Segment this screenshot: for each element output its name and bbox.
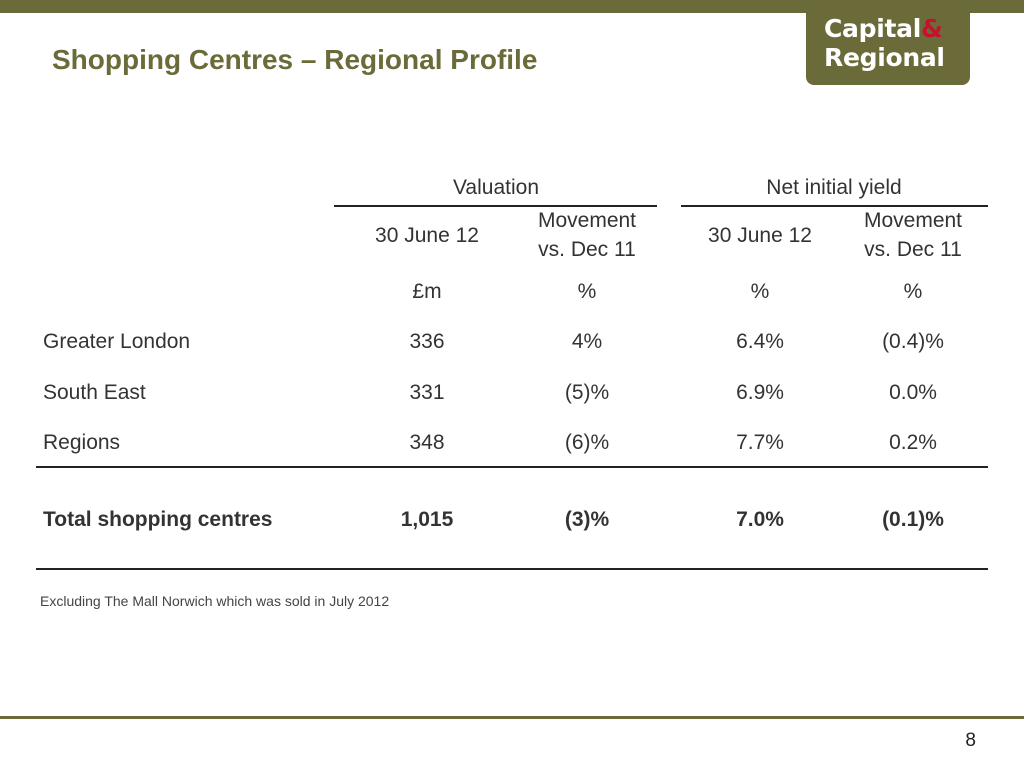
row-label: South East [43, 381, 146, 404]
col-header-valuation-date: 30 June 12 [375, 224, 479, 247]
table-cell: 348 [409, 431, 445, 454]
col-header-yield-movement: Movement vs. Dec 11 [863, 209, 963, 261]
bottom-rule [0, 716, 1024, 719]
unit-yield-movement: % [903, 280, 923, 303]
table-cell: 336 [409, 330, 445, 353]
table-cell: (6)% [564, 431, 610, 454]
table-cell: 0.0% [889, 381, 937, 404]
table-cell: 6.4% [736, 330, 784, 353]
table-cell: 331 [409, 381, 445, 404]
page-title: Shopping Centres – Regional Profile [52, 44, 538, 75]
total-cell: 1,015 [400, 508, 454, 531]
group-header-valuation: Valuation [452, 176, 539, 199]
total-cell: 7.0% [736, 508, 784, 531]
row-label: Greater London [43, 330, 191, 353]
top-bar [0, 0, 1024, 13]
valuation-group-rule [334, 205, 657, 207]
table-cell: 7.7% [736, 431, 784, 454]
yield-group-rule [681, 205, 988, 207]
logo-ampersand: & [920, 14, 943, 43]
row-label: Regions [43, 431, 121, 454]
col-header-valuation-movement: Movement vs. Dec 11 [537, 209, 637, 261]
page-number: 8 [965, 730, 976, 751]
table-bottom-rule [36, 568, 988, 570]
total-cell: (3)% [564, 508, 610, 531]
col-header-yield-date: 30 June 12 [708, 224, 812, 247]
logo-text-capital: Capital [824, 14, 921, 43]
group-header-net-initial-yield: Net initial yield [766, 176, 902, 199]
table-cell: 0.2% [889, 431, 937, 454]
unit-yield: % [750, 280, 770, 303]
total-label: Total shopping centres [43, 508, 273, 531]
table-cell: (0.4)% [882, 330, 944, 353]
table-cell: (5)% [564, 381, 610, 404]
table-cell: 4% [571, 330, 603, 353]
company-logo: Capital& Regional [806, 0, 970, 85]
table-cell: 6.9% [736, 381, 784, 404]
unit-valuation: £m [412, 280, 442, 303]
unit-valuation-movement: % [577, 280, 597, 303]
subtotal-rule [36, 466, 988, 468]
footnote: Excluding The Mall Norwich which was sol… [40, 593, 390, 609]
logo-text-regional: Regional [824, 43, 945, 72]
total-cell: (0.1)% [882, 508, 944, 531]
